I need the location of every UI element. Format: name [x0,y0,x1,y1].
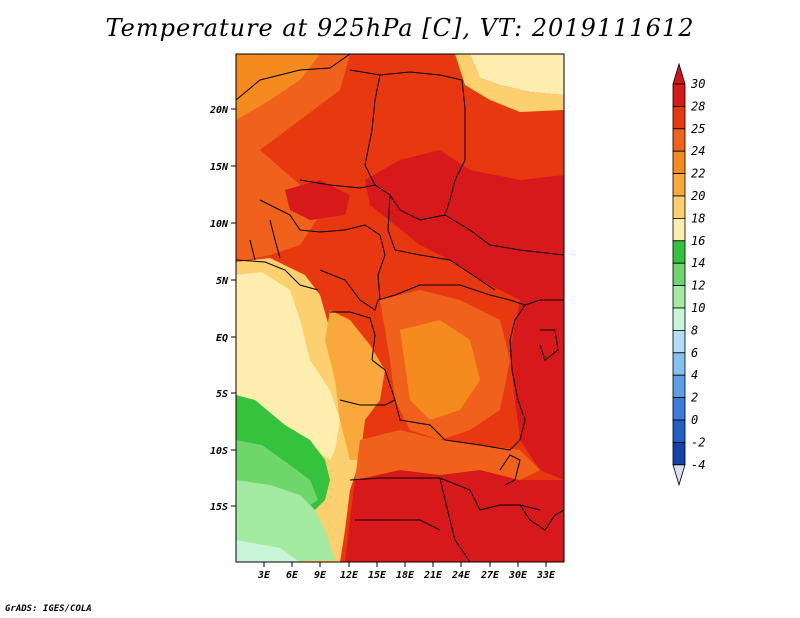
field-amber-coast [325,310,385,460]
lon-label: 3E [257,570,271,581]
colorbar-segment [672,307,686,331]
chart-title: Temperature at 925hPa [C], VT: 201911161… [105,14,695,42]
field-yellow-ne [455,54,564,112]
lat-label: 15S [210,502,228,513]
field-orange-south [355,430,540,480]
colorbar-segment [672,419,686,443]
colorbar-segment [672,240,686,264]
colorbar-top-arrow [672,62,686,85]
colorbar-label: 28 [691,99,705,113]
colorbar-label: 30 [690,77,705,91]
colorbar-segment [672,441,686,466]
temperature-field [236,54,564,562]
colorbar-label: 18 [691,211,705,225]
lat-label: 10N [210,219,229,230]
colorbar-label: 20 [691,189,705,203]
lon-axis [263,562,547,567]
colorbar-segment [672,195,686,219]
lon-label: 27E [480,570,500,581]
colorbar-segment [672,106,686,130]
lat-label: 15N [210,162,229,173]
colorbar-label: 4 [691,368,698,382]
colorbar-label: 25 [691,122,705,136]
colorbar-segment [672,128,686,152]
lon-label: 18E [396,570,415,581]
colorbar-label: 16 [691,234,705,248]
lon-label: 15E [368,570,387,581]
lat-label: 20N [209,105,229,116]
credit-text: GrADS: IGES/COLA [5,604,92,614]
lon-label: 12E [340,570,359,581]
lat-axis [231,108,236,507]
colorbar-label: 2 [691,391,698,405]
colorbar-label: 14 [691,256,705,270]
lat-labels: 20N 15N 10N 5N EQ 5S 10S 15S [209,105,229,513]
field-pale-ne [470,54,564,95]
colorbar-label: 0 [691,413,698,427]
lon-label: 6E [286,570,299,581]
colorbar-label: 24 [691,144,705,158]
colorbar-segment [672,329,686,354]
colorbar-segment [672,217,686,242]
colorbar-label: 8 [691,323,698,337]
field-hot-north [365,150,564,300]
colorbar-segment [672,397,686,421]
boundaries [236,54,564,562]
lon-label: 21E [423,570,443,581]
colorbar-segment [672,173,686,197]
lat-label: 5S [216,389,228,400]
colorbar-segment [672,262,686,287]
colorbar-label: 12 [691,279,705,293]
field-hot-northwest [285,180,350,220]
colorbar-segment [672,285,686,309]
lat-label: 5N [216,276,229,287]
colorbar-label: 10 [691,301,705,315]
colorbar-label: -4 [691,458,705,472]
colorbar-bottom-arrow [672,464,686,487]
colorbar-label: 22 [691,167,705,181]
colorbar-segment [672,352,686,376]
lon-label: 33E [536,570,556,581]
field-orange-west [236,150,320,262]
colorbar-label: 6 [691,346,698,360]
lon-label: 9E [314,570,327,581]
lon-labels: 3E 6E 9E 12E 15E 18E 21E 24E 27E 30E 33E [257,570,556,581]
field-mint-sw [236,540,300,562]
field-hot-south [345,470,564,562]
map-frame [235,53,565,563]
lon-label: 30E [508,570,528,581]
colorbar-segment [672,374,686,399]
colorbar-label: -2 [691,435,705,449]
lat-label: EQ [216,333,228,344]
lat-label: 10S [210,446,228,457]
field-amber-congo [400,320,480,420]
colorbar-segment [672,83,686,107]
lon-label: 24E [451,570,471,581]
field-hot-east [510,290,564,480]
field-palegreen-sw [236,480,335,562]
colorbar-segment [672,150,686,174]
